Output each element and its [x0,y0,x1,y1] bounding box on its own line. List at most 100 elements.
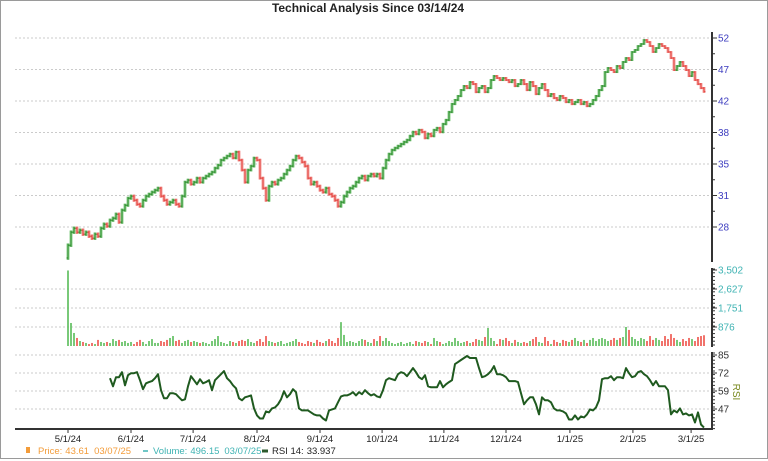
legend-item-rsi[interactable]: RSI 14: 33.937 [262,446,336,457]
volume-bar [568,341,570,346]
price-legend-text: Price: 43.61 03/07/25 [38,446,131,457]
volume-bar [517,341,519,346]
rsi-legend-label: RSI 14: [272,446,304,457]
price-legend-date: 03/07/25 [94,446,131,457]
price-bar [672,57,676,72]
price-bar [135,198,139,206]
volume-bar [613,337,615,346]
price-bar [108,218,112,228]
price-bar [258,158,262,180]
volume-bar [589,339,591,346]
price-bar [126,196,130,207]
rsi-axis-label: 85 [718,351,730,362]
x-axis-date-label: 1/1/25 [557,434,583,445]
volume-bar [154,342,156,346]
volume-bar [94,344,96,346]
volume-bar [448,341,450,346]
price-bar [381,166,385,180]
price-bar [213,166,217,174]
price-bar [684,65,688,72]
price-bar [177,202,181,208]
price-bar [93,232,97,240]
volume-bar [145,344,147,346]
volume-bar [244,341,246,346]
volume-bar [634,339,636,346]
price-bar [231,152,235,160]
volume-bar [664,336,666,346]
volume-bar [433,337,435,346]
volume-bar [562,339,564,346]
price-bar [567,98,571,104]
volume-bar [454,337,456,346]
volume-bar [511,342,513,346]
price-bar [321,188,325,194]
price-bar [336,198,340,208]
price-axis-label: 38 [718,128,730,139]
price-bar [618,65,622,69]
volume-bar [676,339,678,346]
volume-bar [625,326,627,346]
price-bar [198,176,202,184]
price-bar [159,186,163,198]
volume-bar [451,341,453,346]
price-bar [660,43,664,47]
volume-bar [646,341,648,346]
price-bar [387,152,391,162]
volume-bar [334,342,336,346]
volume-bar [619,337,621,346]
x-axis-date-label: 11/1/24 [428,434,459,445]
price-bar [270,180,274,188]
price-legend-marker-icon [26,447,30,453]
volume-bar [184,341,186,346]
price-bar [87,230,91,238]
price-bar [696,79,700,86]
rsi-legend-value: 33.937 [307,446,336,457]
volume-bar [106,341,108,346]
volume-bar [529,341,531,346]
volume-bar [475,339,477,346]
volume-bar [394,344,396,346]
volume-bar [349,341,351,346]
price-bar [243,168,247,184]
price-bar [246,168,250,184]
price-bar [339,200,343,208]
x-axis-date-label: 10/1/24 [366,434,398,445]
price-bar [327,186,331,196]
volume-bar [442,344,444,346]
price-bar [645,39,649,43]
price-bar [153,188,157,194]
price-bar [510,79,514,84]
volume-bar [592,337,594,346]
price-axis-label: 42 [718,97,730,108]
volume-bar [622,336,624,346]
price-bar [168,200,172,206]
price-bar [681,61,685,67]
volume-bar [508,341,510,346]
price-bar [507,79,511,84]
volume-bar [73,332,75,346]
price-bar [555,96,559,102]
volume-bar [163,341,165,346]
volume-bar [382,341,384,346]
volume-bar [493,341,495,346]
volume-bar [685,341,687,346]
legend-item-price[interactable]: Price: 43.61 03/07/25 [26,446,131,457]
volume-bar [319,341,321,346]
price-bar [120,208,124,224]
price-bar [408,134,412,142]
price-bar [240,158,244,172]
price-bar [312,180,316,186]
volume-bar [376,341,378,346]
volume-bar [469,342,471,346]
volume-bar [583,339,585,346]
price-bar [162,194,166,202]
price-bar [576,98,580,104]
volume-bar [235,342,237,346]
price-bar [117,212,121,224]
price-bar [267,184,271,202]
volume-bar [325,341,327,346]
volume-bar [574,337,576,346]
price-legend-label: Price: [38,446,62,457]
legend-item-volume[interactable]: Volume: 496.15 03/07/25 [143,446,261,457]
price-bar [318,184,322,192]
